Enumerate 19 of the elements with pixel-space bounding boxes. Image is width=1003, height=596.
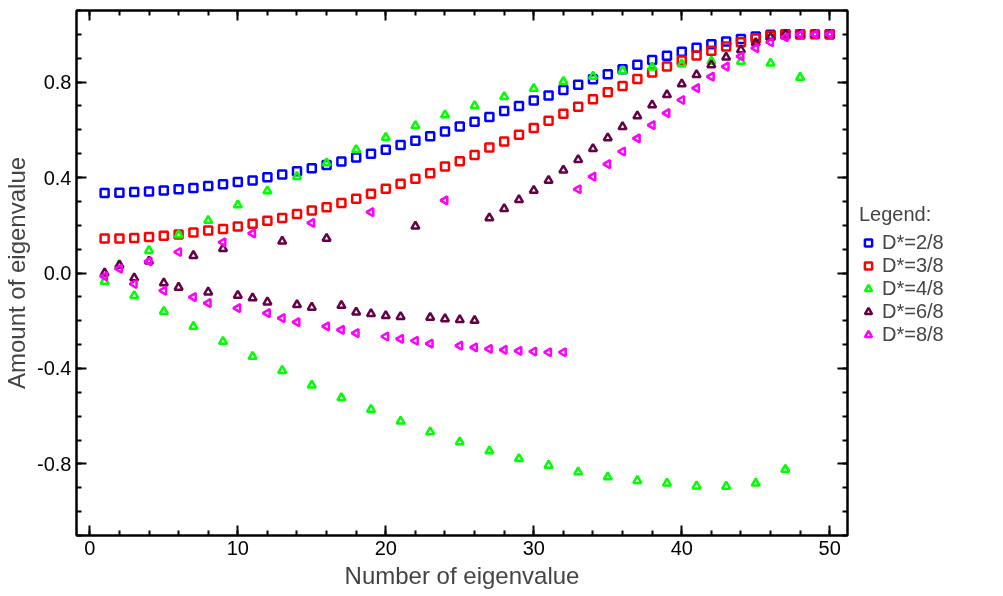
x-axis-title: Number of eigenvalue — [344, 561, 580, 589]
x-tick-label: 30 — [522, 536, 545, 559]
y-tick-label: 0.8 — [43, 71, 72, 94]
x-tick-label: 20 — [374, 536, 397, 559]
legend-title: Legend: — [859, 202, 933, 226]
y-axis-title: Amount of eigenvalue — [3, 156, 31, 390]
legend-label: D*=4/8 — [882, 276, 944, 300]
x-tick-label: 10 — [226, 536, 249, 559]
legend-label: D*=6/8 — [882, 299, 944, 323]
y-tick-label: 0.4 — [43, 166, 72, 189]
x-tick-label: 40 — [670, 536, 693, 559]
y-tick-label: -0.4 — [37, 357, 72, 380]
y-tick-label: -0.8 — [37, 452, 72, 475]
y-tick-label: 0.0 — [43, 262, 72, 284]
legend-label: D*=8/8 — [882, 322, 944, 346]
x-tick-label: 50 — [818, 536, 841, 559]
legend-label: D*=2/8 — [882, 230, 944, 254]
x-tick-label: 0 — [84, 536, 96, 559]
legend-label: D*=3/8 — [882, 253, 944, 277]
